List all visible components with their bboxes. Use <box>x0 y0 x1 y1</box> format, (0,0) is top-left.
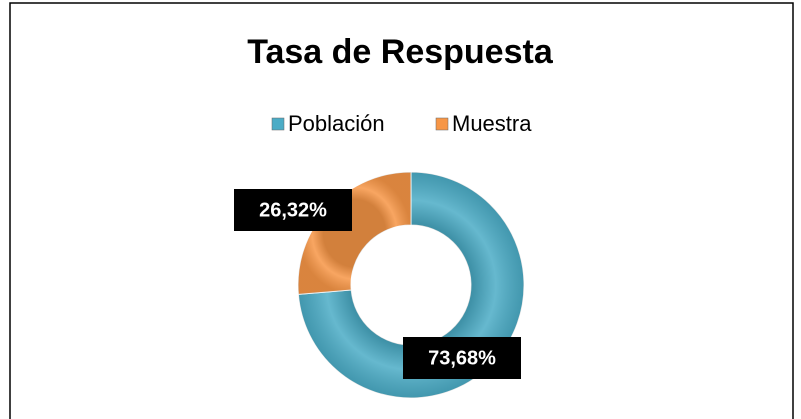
legend-swatch <box>271 117 285 131</box>
data-label: 26,32% <box>259 199 327 221</box>
chart-title: Tasa de Respuesta <box>247 33 554 71</box>
data-label-box <box>234 189 352 231</box>
legend-swatch <box>435 117 449 131</box>
data-label-box <box>403 337 521 379</box>
legend-label: Población <box>288 111 385 136</box>
legend-label: Muestra <box>452 111 532 136</box>
data-label: 73,68% <box>428 347 496 369</box>
